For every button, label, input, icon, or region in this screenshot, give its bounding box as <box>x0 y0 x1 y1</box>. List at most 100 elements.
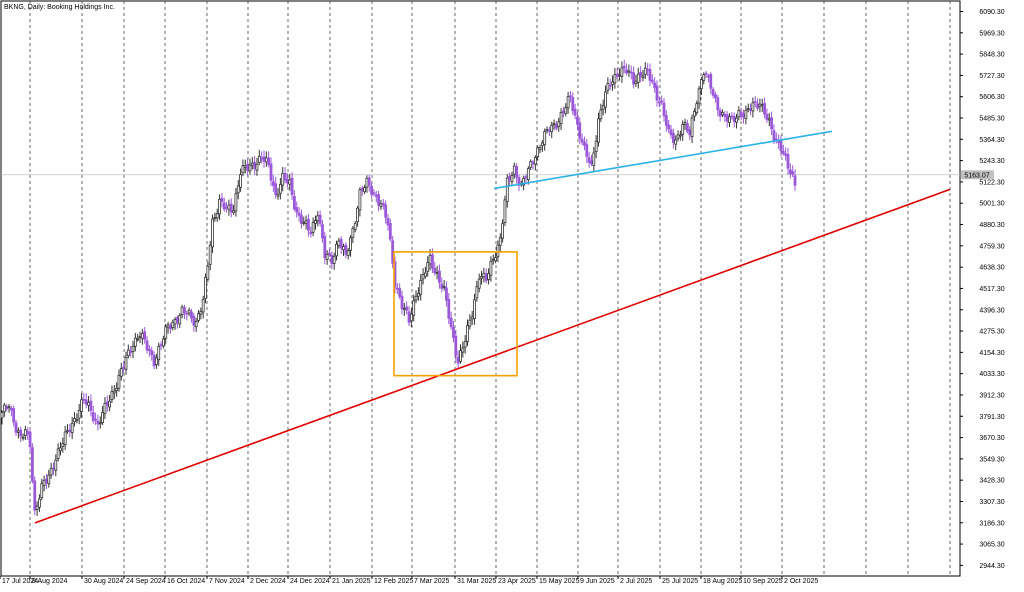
candle <box>335 240 338 261</box>
x-tick-label: 9 Jun 2025 <box>580 578 615 585</box>
x-tick-label: 2 Oct 2025 <box>784 578 818 585</box>
candle <box>461 341 465 358</box>
candle <box>115 382 119 397</box>
candle <box>185 310 189 321</box>
candle <box>611 75 614 91</box>
candle <box>788 163 792 179</box>
y-tick-label: 5243.30 <box>979 158 1004 165</box>
candle <box>445 281 448 307</box>
highlight-box[interactable] <box>393 251 518 377</box>
candle <box>671 128 675 149</box>
candle <box>91 405 95 424</box>
candle <box>164 323 168 344</box>
candle <box>685 119 689 134</box>
candle <box>206 261 210 283</box>
candle <box>627 64 631 78</box>
candle <box>424 266 427 279</box>
candle <box>16 427 20 439</box>
candle <box>288 173 292 191</box>
candle <box>517 174 521 192</box>
candle <box>569 90 572 103</box>
x-tick-label: 10 Sep 2025 <box>743 578 783 585</box>
candle <box>342 243 345 256</box>
candle <box>222 197 226 212</box>
candle <box>613 68 617 89</box>
candle <box>688 126 692 141</box>
candle <box>414 290 418 304</box>
candle <box>147 344 151 357</box>
candle <box>793 169 797 192</box>
candle <box>475 280 479 302</box>
y-tick-label: 5364.30 <box>979 137 1004 144</box>
candle <box>491 254 495 265</box>
candle <box>529 159 533 171</box>
candle <box>204 273 207 304</box>
candle <box>152 351 156 370</box>
candle <box>101 406 104 426</box>
candle <box>538 144 542 154</box>
candle <box>328 248 331 257</box>
candle <box>23 425 27 441</box>
candle <box>606 77 610 94</box>
candle <box>264 151 268 167</box>
candle <box>314 215 317 230</box>
neckline-trendline[interactable] <box>493 130 833 190</box>
candle <box>641 69 645 82</box>
candle <box>159 341 163 351</box>
candle <box>580 133 584 146</box>
candle <box>241 159 245 177</box>
y-tick-label: 3065.30 <box>979 542 1004 549</box>
candle <box>33 476 37 516</box>
candle <box>599 103 603 122</box>
candle <box>253 155 257 176</box>
candle <box>660 95 664 105</box>
y-tick-label: 4275.30 <box>979 329 1004 336</box>
candle <box>779 135 783 157</box>
x-tick-label: 12 Feb 2025 <box>374 578 413 585</box>
x-tick-label: 16 Oct 2024 <box>167 578 205 585</box>
x-tick-label: 23 Apr 2025 <box>498 578 536 585</box>
candle <box>38 494 41 513</box>
candle <box>765 108 769 123</box>
candle <box>136 333 140 342</box>
candle <box>108 395 112 412</box>
candle <box>138 331 142 344</box>
candle <box>753 96 757 108</box>
candle <box>416 287 420 301</box>
candle <box>379 199 383 210</box>
candle <box>307 213 310 237</box>
candle <box>105 395 109 412</box>
candle <box>192 312 196 332</box>
candle <box>250 156 254 170</box>
candle <box>667 119 671 134</box>
candle <box>218 194 221 221</box>
support-trendline[interactable] <box>34 188 951 524</box>
candle <box>59 441 62 456</box>
candle <box>697 85 701 109</box>
candle <box>94 412 97 425</box>
candle <box>693 108 696 122</box>
candle <box>145 336 149 354</box>
candle <box>746 103 750 113</box>
candle <box>178 313 182 328</box>
candle <box>290 172 294 201</box>
candle <box>187 307 191 317</box>
candle <box>770 111 774 136</box>
x-tick-label: 2 Dec 2024 <box>250 578 286 585</box>
candle <box>655 80 659 107</box>
candle <box>669 125 673 139</box>
candle <box>597 112 600 147</box>
candle <box>337 237 341 249</box>
candle <box>19 426 23 443</box>
candle <box>302 216 306 226</box>
candle <box>791 165 795 177</box>
candle <box>346 248 350 260</box>
candle <box>512 162 516 179</box>
candle <box>634 74 638 87</box>
candle <box>119 362 123 381</box>
candle <box>447 292 451 325</box>
candle <box>176 315 179 329</box>
candle <box>374 191 378 203</box>
